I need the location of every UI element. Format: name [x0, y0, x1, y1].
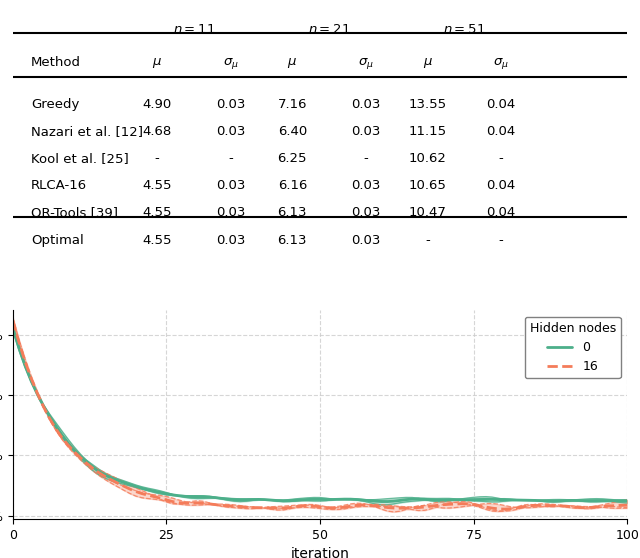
0	[9, 325, 17, 331]
Text: $\sigma_{\mu}$: $\sigma_{\mu}$	[493, 56, 509, 71]
16	[500, 506, 508, 512]
Text: 0.03: 0.03	[351, 125, 381, 138]
Text: 0.03: 0.03	[351, 98, 381, 111]
Text: $n = 21$: $n = 21$	[308, 23, 350, 36]
Text: Nazari et al. [12]: Nazari et al. [12]	[31, 125, 143, 138]
0	[445, 497, 453, 503]
Text: 0.03: 0.03	[216, 98, 246, 111]
Text: OR-Tools [39]: OR-Tools [39]	[31, 206, 118, 219]
16	[470, 501, 477, 508]
Text: 4.68: 4.68	[143, 125, 172, 138]
Text: 0.03: 0.03	[216, 179, 246, 193]
Text: 6.13: 6.13	[278, 234, 307, 247]
Text: 0.04: 0.04	[486, 179, 516, 193]
Text: $\mu$: $\mu$	[422, 56, 433, 70]
Text: 6.13: 6.13	[278, 206, 307, 219]
Text: 6.40: 6.40	[278, 125, 307, 138]
16	[378, 503, 385, 510]
16	[9, 317, 17, 324]
Text: 0.03: 0.03	[351, 234, 381, 247]
Text: -: -	[155, 152, 159, 165]
Text: 0.03: 0.03	[216, 125, 246, 138]
0	[623, 498, 631, 504]
Text: $n = 51$: $n = 51$	[444, 23, 486, 36]
Text: Kool et al. [25]: Kool et al. [25]	[31, 152, 129, 165]
Text: 6.25: 6.25	[278, 152, 307, 165]
Text: $\mu$: $\mu$	[152, 56, 162, 70]
16	[439, 502, 447, 508]
Text: 4.90: 4.90	[143, 98, 172, 111]
16	[163, 497, 170, 503]
Text: $\mu$: $\mu$	[287, 56, 298, 70]
Text: Optimal: Optimal	[31, 234, 84, 247]
Text: 0.03: 0.03	[351, 179, 381, 193]
Text: -: -	[364, 152, 369, 165]
Text: $\sigma_{\mu}$: $\sigma_{\mu}$	[223, 56, 239, 71]
Text: 10.47: 10.47	[408, 206, 447, 219]
Text: $n = 11$: $n = 11$	[173, 23, 215, 36]
Text: -: -	[499, 234, 504, 247]
16	[52, 426, 60, 432]
Text: 4.55: 4.55	[143, 234, 172, 247]
Text: 11.15: 11.15	[408, 125, 447, 138]
Line: 16: 16	[13, 320, 627, 509]
Text: $\sigma_{\mu}$: $\sigma_{\mu}$	[358, 56, 374, 71]
Text: 10.65: 10.65	[408, 179, 447, 193]
Text: RLCA-16: RLCA-16	[31, 179, 87, 193]
Line: 0: 0	[13, 328, 627, 502]
0	[163, 490, 170, 497]
Text: 0.03: 0.03	[351, 206, 381, 219]
0	[476, 496, 484, 503]
0	[384, 498, 392, 505]
Text: 0.04: 0.04	[486, 125, 516, 138]
Text: -: -	[499, 152, 504, 165]
Text: 0.04: 0.04	[486, 206, 516, 219]
Text: 13.55: 13.55	[408, 98, 447, 111]
Text: 4.55: 4.55	[143, 179, 172, 193]
Text: 0.04: 0.04	[486, 98, 516, 111]
X-axis label: iteration: iteration	[291, 547, 349, 558]
Text: Method: Method	[31, 56, 81, 69]
Text: -: -	[228, 152, 234, 165]
Text: Greedy: Greedy	[31, 98, 79, 111]
Text: 10.62: 10.62	[408, 152, 447, 165]
Text: 0.03: 0.03	[216, 206, 246, 219]
Text: 0.03: 0.03	[216, 234, 246, 247]
Legend: 0, 16: 0, 16	[525, 317, 621, 378]
16	[292, 503, 300, 510]
Text: -: -	[425, 234, 430, 247]
0	[292, 497, 300, 503]
16	[623, 502, 631, 508]
0	[378, 498, 385, 505]
Text: 6.16: 6.16	[278, 179, 307, 193]
0	[52, 422, 60, 429]
Text: 7.16: 7.16	[278, 98, 307, 111]
Text: 4.55: 4.55	[143, 206, 172, 219]
